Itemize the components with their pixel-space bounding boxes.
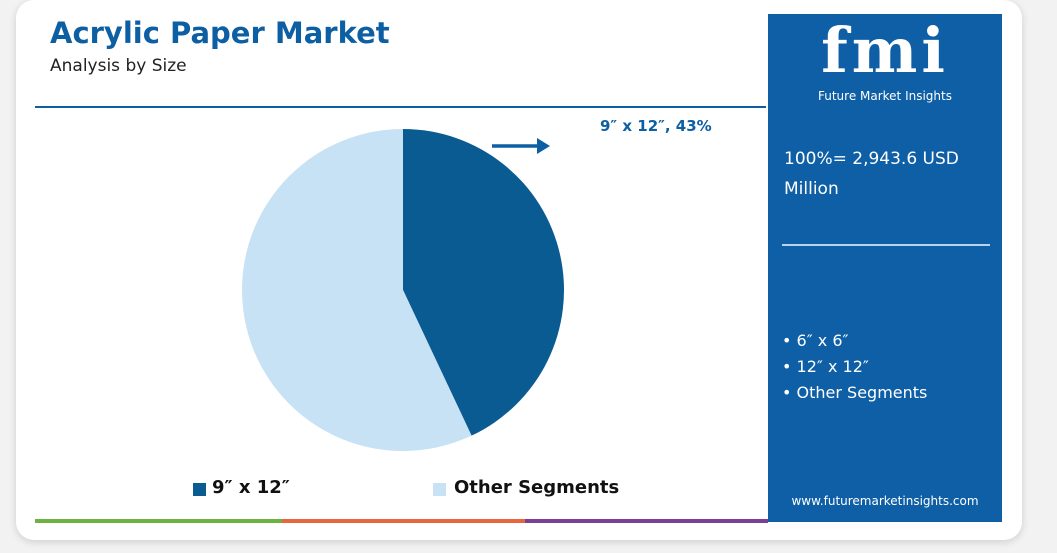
brand: Future Market Insights: [817, 89, 952, 103]
legend-label: Other Segments: [454, 477, 620, 498]
segment-item: Other Segments: [782, 383, 928, 402]
website: www.futuremarketinsights.com: [791, 494, 979, 508]
logo: fmi: [821, 14, 949, 87]
chart-subtitle: Analysis by Size: [50, 56, 187, 76]
total: 100%= 2,943.6 USD Million: [784, 149, 959, 199]
legend-swatch: [193, 483, 206, 496]
segment-item: 6″ x 6″: [782, 331, 849, 350]
pie: [242, 129, 564, 451]
legend-swatch: [433, 483, 446, 496]
pie-slice: [403, 129, 564, 436]
pie-slice: [242, 129, 472, 451]
arrow-head: [537, 138, 550, 154]
panel-divider: [782, 244, 990, 246]
legend-label: 9″ x 12″: [212, 477, 290, 498]
side-panel: [768, 14, 1002, 522]
segment-item: 12″ x 12″: [782, 357, 869, 376]
chart-title: Acrylic Paper Market: [50, 16, 390, 50]
data-label: 9″ x 12″, 43%: [600, 117, 712, 135]
